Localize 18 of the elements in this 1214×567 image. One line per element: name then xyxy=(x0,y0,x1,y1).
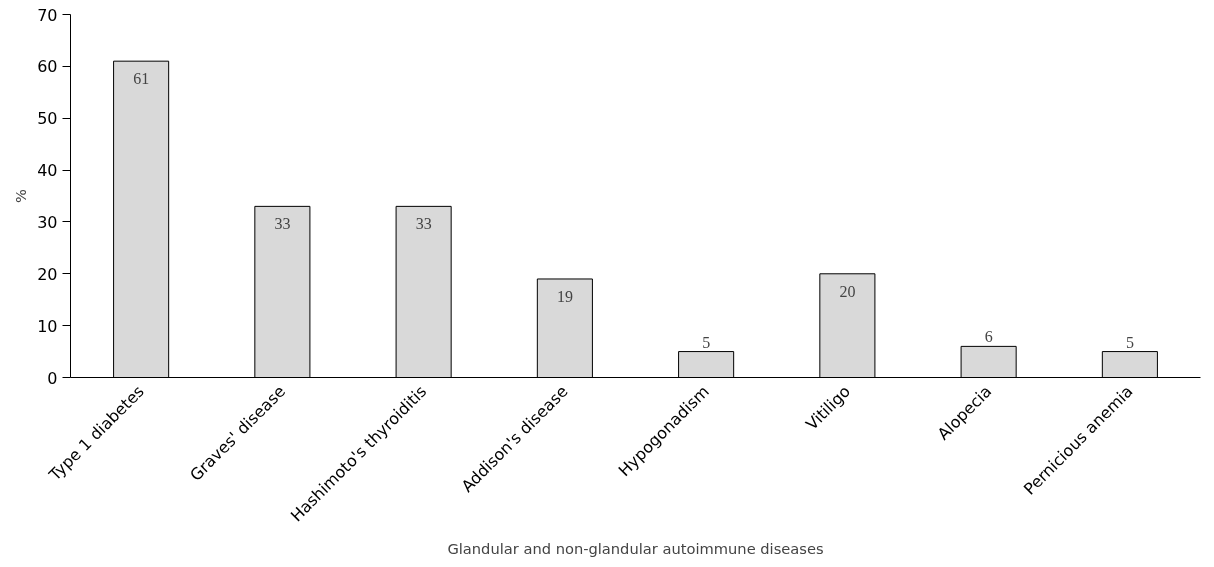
x-axis-title: Glandular and non-glandular autoimmune diseases xyxy=(447,540,824,558)
y-tick-label: 30 xyxy=(37,212,58,232)
y-tick-label: 10 xyxy=(37,316,58,336)
y-tick-label: 70 xyxy=(37,5,58,25)
data-label: 33 xyxy=(274,215,291,233)
y-tick-label: 20 xyxy=(37,264,58,284)
data-label: 61 xyxy=(133,70,150,88)
y-tick-label: 60 xyxy=(37,57,58,77)
data-label: 19 xyxy=(556,287,573,305)
y-tick-label: 50 xyxy=(37,109,58,129)
y-tick-label: 40 xyxy=(37,161,58,181)
data-label: 33 xyxy=(415,215,432,233)
y-axis-title: % xyxy=(12,188,30,203)
y-tick-label: 0 xyxy=(47,368,58,388)
data-label: 20 xyxy=(839,282,856,300)
data-label: 5 xyxy=(702,333,711,351)
data-label: 5 xyxy=(1125,333,1134,351)
data-label: 6 xyxy=(984,328,993,346)
